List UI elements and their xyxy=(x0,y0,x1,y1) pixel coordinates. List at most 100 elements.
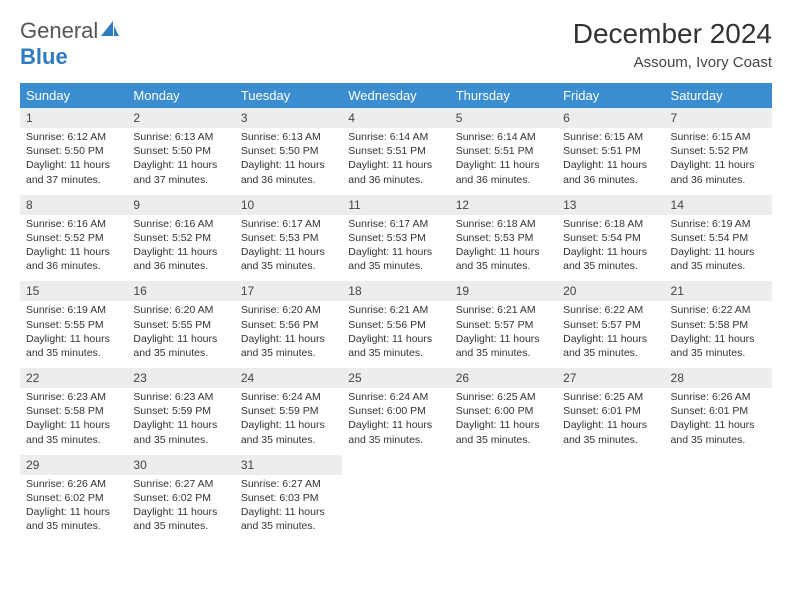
sunrise-line: Sunrise: 6:25 AM xyxy=(456,390,551,404)
day-info-cell xyxy=(450,475,557,542)
day-info-cell: Sunrise: 6:16 AMSunset: 5:52 PMDaylight:… xyxy=(20,215,127,282)
calendar-table: SundayMondayTuesdayWednesdayThursdayFrid… xyxy=(20,83,772,541)
sunset-line: Sunset: 5:53 PM xyxy=(456,231,551,245)
title-block: December 2024 Assoum, Ivory Coast xyxy=(573,18,772,71)
sunset-line: Sunset: 6:00 PM xyxy=(348,404,443,418)
day-number-cell xyxy=(342,455,449,475)
weekday-header: Tuesday xyxy=(235,83,342,108)
daylight-line: Daylight: 11 hours and 35 minutes. xyxy=(563,245,658,273)
sunset-line: Sunset: 5:56 PM xyxy=(348,318,443,332)
sunset-line: Sunset: 5:59 PM xyxy=(133,404,228,418)
sunrise-line: Sunrise: 6:15 AM xyxy=(563,130,658,144)
day-number-row: 1234567 xyxy=(20,108,772,128)
day-info-row: Sunrise: 6:23 AMSunset: 5:58 PM Daylight:… xyxy=(20,388,772,455)
day-number-cell xyxy=(450,455,557,475)
day-info-cell: Sunrise: 6:19 AMSunset: 5:55 PMDaylight:… xyxy=(20,301,127,368)
day-number-cell: 17 xyxy=(235,281,342,301)
day-number-cell: 22 xyxy=(20,368,127,388)
day-number-cell: 30 xyxy=(127,455,234,475)
sunrise-line: Sunrise: 6:14 AM xyxy=(348,130,443,144)
sunrise-line: Sunrise: 6:21 AM xyxy=(348,303,443,317)
day-info-cell: Sunrise: 6:14 AMSunset: 5:51 PMDaylight:… xyxy=(450,128,557,195)
sunset-line: Sunset: 5:50 PM xyxy=(133,144,228,158)
day-info-cell: Sunrise: 6:13 AMSunset: 5:50 PMDaylight:… xyxy=(127,128,234,195)
day-number-cell: 15 xyxy=(20,281,127,301)
day-number-cell: 23 xyxy=(127,368,234,388)
sunset-line: Sunset: 6:02 PM xyxy=(26,491,121,505)
header: General Blue December 2024 Assoum, Ivory… xyxy=(20,18,772,71)
daylight-line: Daylight: 11 hours and 37 minutes. xyxy=(26,158,121,186)
daylight-line: Daylight: 11 hours and 35 minutes. xyxy=(348,418,443,446)
day-info-cell: Sunrise: 6:23 AMSunset: 5:59 PMDaylight:… xyxy=(127,388,234,455)
day-number-cell: 28 xyxy=(665,368,772,388)
day-info-cell: Sunrise: 6:20 AMSunset: 5:56 PMDaylight:… xyxy=(235,301,342,368)
daylight-line: Daylight: 11 hours and 36 minutes. xyxy=(563,158,658,186)
day-number-row: 891011121314 xyxy=(20,195,772,215)
sunset-line: Sunset: 5:58 PM xyxy=(26,404,121,418)
logo: General Blue xyxy=(20,18,120,70)
day-info-row: Sunrise: 6:26 AMSunset: 6:02 PMDaylight:… xyxy=(20,475,772,542)
month-title: December 2024 xyxy=(573,18,772,50)
daylight-line: Daylight: 11 hours and 35 minutes. xyxy=(456,418,551,446)
sunrise-line: Sunrise: 6:23 AM xyxy=(26,390,121,404)
day-number-cell: 5 xyxy=(450,108,557,128)
sunrise-line: Sunrise: 6:27 AM xyxy=(241,477,336,491)
daylight-line: Daylight: 11 hours and 36 minutes. xyxy=(671,158,766,186)
weekday-header: Wednesday xyxy=(342,83,449,108)
day-info-cell: Sunrise: 6:21 AMSunset: 5:56 PMDaylight:… xyxy=(342,301,449,368)
sunrise-line: Sunrise: 6:18 AM xyxy=(456,217,551,231)
sunrise-line: Sunrise: 6:27 AM xyxy=(133,477,228,491)
sunset-line: Sunset: 5:50 PM xyxy=(26,144,121,158)
weekday-header: Thursday xyxy=(450,83,557,108)
sunset-line: Sunset: 5:52 PM xyxy=(671,144,766,158)
sunrise-line: Sunrise: 6:13 AM xyxy=(133,130,228,144)
day-info-cell: Sunrise: 6:13 AMSunset: 5:50 PMDaylight:… xyxy=(235,128,342,195)
sunset-line: Sunset: 5:50 PM xyxy=(241,144,336,158)
sunrise-line: Sunrise: 6:15 AM xyxy=(671,130,766,144)
sunset-line: Sunset: 5:56 PM xyxy=(241,318,336,332)
daylight-line: Daylight: 11 hours and 35 minutes. xyxy=(241,332,336,360)
day-number-cell: 1 xyxy=(20,108,127,128)
sunset-line: Sunset: 5:58 PM xyxy=(671,318,766,332)
sunrise-line: Sunrise: 6:14 AM xyxy=(456,130,551,144)
day-number-cell xyxy=(557,455,664,475)
day-number-cell: 12 xyxy=(450,195,557,215)
daylight-line: Daylight: 11 hours and 35 minutes. xyxy=(456,245,551,273)
day-number-cell: 3 xyxy=(235,108,342,128)
day-info-cell: Sunrise: 6:18 AMSunset: 5:54 PMDaylight:… xyxy=(557,215,664,282)
sunrise-line: Sunrise: 6:20 AM xyxy=(133,303,228,317)
day-number-cell: 7 xyxy=(665,108,772,128)
weekday-header: Friday xyxy=(557,83,664,108)
calendar-body: 1234567Sunrise: 6:12 AMSunset: 5:50 PMDa… xyxy=(20,108,772,541)
day-info-cell: Sunrise: 6:23 AMSunset: 5:58 PMDaylight:… xyxy=(20,388,127,455)
day-info-row: Sunrise: 6:19 AMSunset: 5:55 PMDaylight:… xyxy=(20,301,772,368)
daylight-line: Daylight: 11 hours and 35 minutes. xyxy=(348,332,443,360)
day-info-cell: Sunrise: 6:27 AMSunset: 6:03 PMDaylight:… xyxy=(235,475,342,542)
day-info-cell: Sunrise: 6:14 AMSunset: 5:51 PMDaylight:… xyxy=(342,128,449,195)
day-info-cell: Sunrise: 6:26 AMSunset: 6:01 PMDaylight:… xyxy=(665,388,772,455)
daylight-line: Daylight: 11 hours and 35 minutes. xyxy=(26,332,121,360)
day-info-cell: Sunrise: 6:20 AMSunset: 5:55 PMDaylight:… xyxy=(127,301,234,368)
sunset-line: Sunset: 6:00 PM xyxy=(456,404,551,418)
day-info-cell: Sunrise: 6:26 AMSunset: 6:02 PMDaylight:… xyxy=(20,475,127,542)
day-number-row: 22232425262728 xyxy=(20,368,772,388)
day-info-row: Sunrise: 6:16 AMSunset: 5:52 PMDaylight:… xyxy=(20,215,772,282)
sunset-line: Sunset: 6:02 PM xyxy=(133,491,228,505)
daylight-line: Daylight: 11 hours and 36 minutes. xyxy=(456,158,551,186)
day-number-cell: 9 xyxy=(127,195,234,215)
daylight-line: Daylight: 11 hours and 35 minutes. xyxy=(563,418,658,446)
day-number-cell: 18 xyxy=(342,281,449,301)
sunrise-line: Sunrise: 6:17 AM xyxy=(241,217,336,231)
sunrise-line: Sunrise: 6:17 AM xyxy=(348,217,443,231)
day-number-row: 15161718192021 xyxy=(20,281,772,301)
day-number-cell: 29 xyxy=(20,455,127,475)
sunset-line: Sunset: 5:52 PM xyxy=(26,231,121,245)
day-info-cell: Sunrise: 6:15 AMSunset: 5:52 PMDaylight:… xyxy=(665,128,772,195)
day-number-cell: 2 xyxy=(127,108,234,128)
sunrise-line: Sunrise: 6:24 AM xyxy=(241,390,336,404)
day-info-cell: Sunrise: 6:22 AMSunset: 5:58 PMDaylight:… xyxy=(665,301,772,368)
sunset-line: Sunset: 6:03 PM xyxy=(241,491,336,505)
day-info-cell: Sunrise: 6:18 AMSunset: 5:53 PMDaylight:… xyxy=(450,215,557,282)
sunrise-line: Sunrise: 6:13 AM xyxy=(241,130,336,144)
day-number-cell: 25 xyxy=(342,368,449,388)
